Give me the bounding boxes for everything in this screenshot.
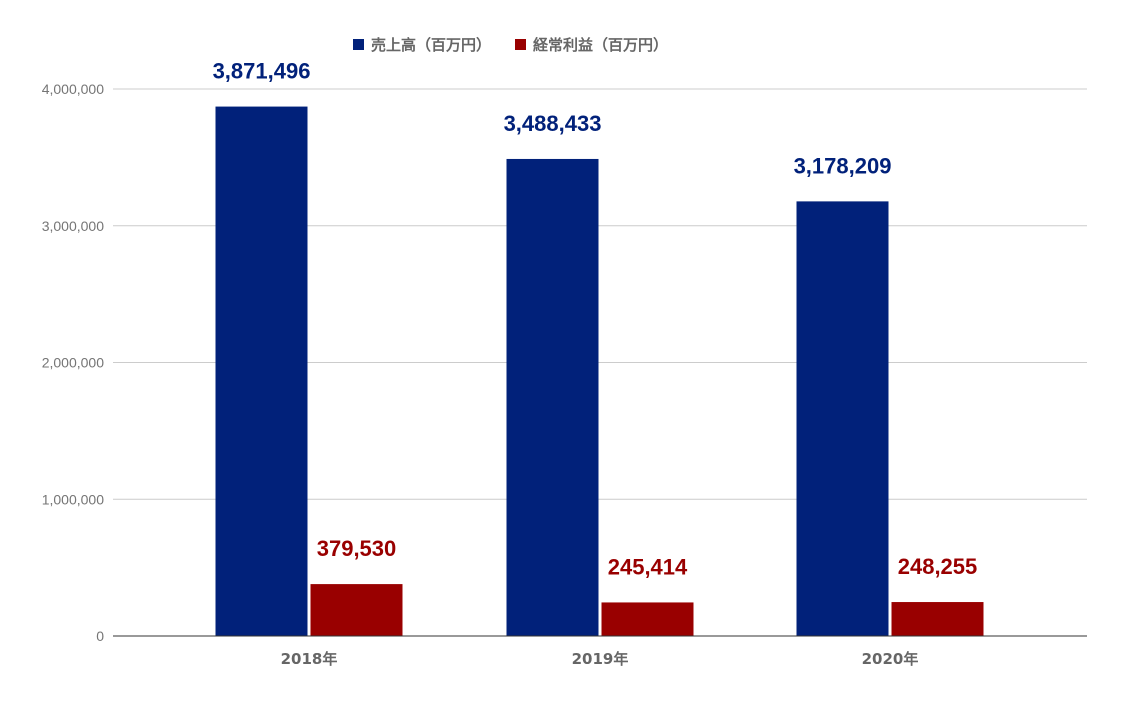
bar-ordinary-profit bbox=[891, 602, 984, 636]
bar-sales bbox=[215, 106, 308, 636]
data-label: 3,178,209 bbox=[794, 153, 892, 178]
data-label: 3,488,433 bbox=[504, 111, 602, 136]
data-label: 3,871,496 bbox=[213, 59, 311, 84]
y-tick-label: 0 bbox=[96, 628, 104, 644]
y-axis-tick-labels: 0 1,000,000 2,000,000 3,000,000 4,000,000 bbox=[42, 81, 105, 644]
y-tick-label: 1,000,000 bbox=[42, 491, 104, 507]
y-tick-label: 3,000,000 bbox=[42, 218, 104, 234]
legend-label: 経常利益（百万円） bbox=[533, 36, 668, 54]
data-label: 379,530 bbox=[317, 536, 397, 561]
legend-label: 売上高（百万円） bbox=[371, 36, 491, 54]
bar-sales bbox=[796, 201, 889, 636]
legend-swatch bbox=[515, 39, 526, 50]
bar-ordinary-profit bbox=[310, 584, 403, 636]
bar-sales bbox=[506, 158, 599, 636]
x-axis-tick-labels: 2018年 2019年 2020年 bbox=[281, 650, 919, 668]
data-label: 245,414 bbox=[608, 554, 688, 579]
y-tick-label: 2,000,000 bbox=[42, 355, 104, 371]
y-tick-label: 4,000,000 bbox=[42, 81, 104, 97]
data-label: 248,255 bbox=[898, 554, 978, 579]
legend: 売上高（百万円） 経常利益（百万円） bbox=[353, 36, 668, 54]
bars bbox=[215, 106, 984, 636]
x-tick-label: 2018年 bbox=[281, 650, 338, 668]
x-tick-label: 2020年 bbox=[862, 650, 919, 668]
bar-ordinary-profit bbox=[601, 602, 694, 636]
legend-swatch bbox=[353, 39, 364, 50]
data-labels: 3,871,496 3,488,433 3,178,209 379,530 245,41… bbox=[213, 59, 978, 580]
x-tick-label: 2019年 bbox=[572, 650, 629, 668]
